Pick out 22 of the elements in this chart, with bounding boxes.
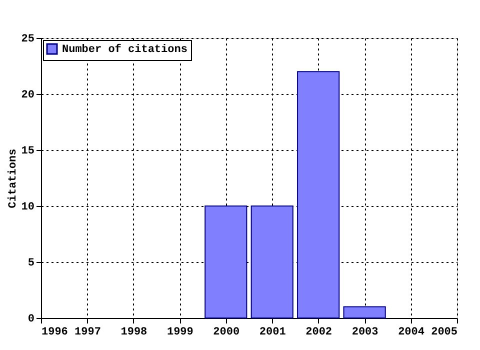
x-tick-label: 2000 — [213, 326, 240, 338]
y-tick-label: 25 — [21, 34, 35, 46]
x-tick-label: 2001 — [259, 326, 286, 338]
x-tick-label: 1999 — [166, 326, 194, 338]
x-tick-label: 2005 — [431, 326, 458, 338]
x-tick-label: 2004 — [398, 326, 425, 338]
x-tick-label: 2003 — [352, 326, 379, 338]
y-tick-label: 0 — [28, 314, 34, 326]
legend-label: Number of citations — [62, 43, 188, 56]
bar — [297, 71, 340, 318]
x-tick-label: 1997 — [74, 326, 101, 338]
bar — [250, 206, 294, 318]
y-axis-title: Citations — [7, 148, 20, 208]
bar — [343, 306, 386, 318]
bar — [204, 206, 248, 318]
y-tick-label: 10 — [21, 202, 34, 214]
y-tick-label: 20 — [21, 90, 34, 102]
y-tick-label: 5 — [28, 258, 35, 270]
x-tick-label: 1996 — [42, 326, 68, 338]
x-tick-label: 2002 — [306, 326, 332, 338]
x-tick-label: 1998 — [120, 326, 148, 338]
y-tick-label: 15 — [21, 146, 35, 158]
